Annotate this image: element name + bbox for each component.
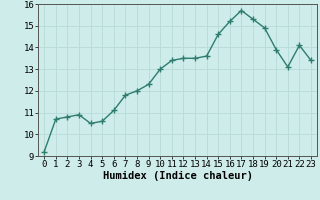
- X-axis label: Humidex (Indice chaleur): Humidex (Indice chaleur): [103, 171, 252, 181]
